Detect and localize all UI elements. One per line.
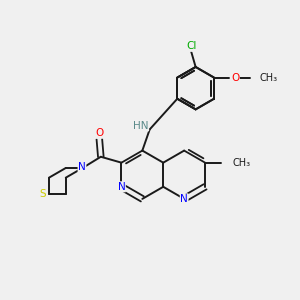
Text: Cl: Cl <box>186 41 196 51</box>
Text: O: O <box>231 73 239 82</box>
Text: HN: HN <box>133 121 148 131</box>
Text: CH₃: CH₃ <box>260 73 278 82</box>
Text: O: O <box>95 128 103 138</box>
Text: N: N <box>180 194 188 204</box>
Text: N: N <box>78 162 86 172</box>
Text: S: S <box>39 189 46 199</box>
Text: CH₃: CH₃ <box>232 158 250 168</box>
Text: N: N <box>118 182 125 192</box>
